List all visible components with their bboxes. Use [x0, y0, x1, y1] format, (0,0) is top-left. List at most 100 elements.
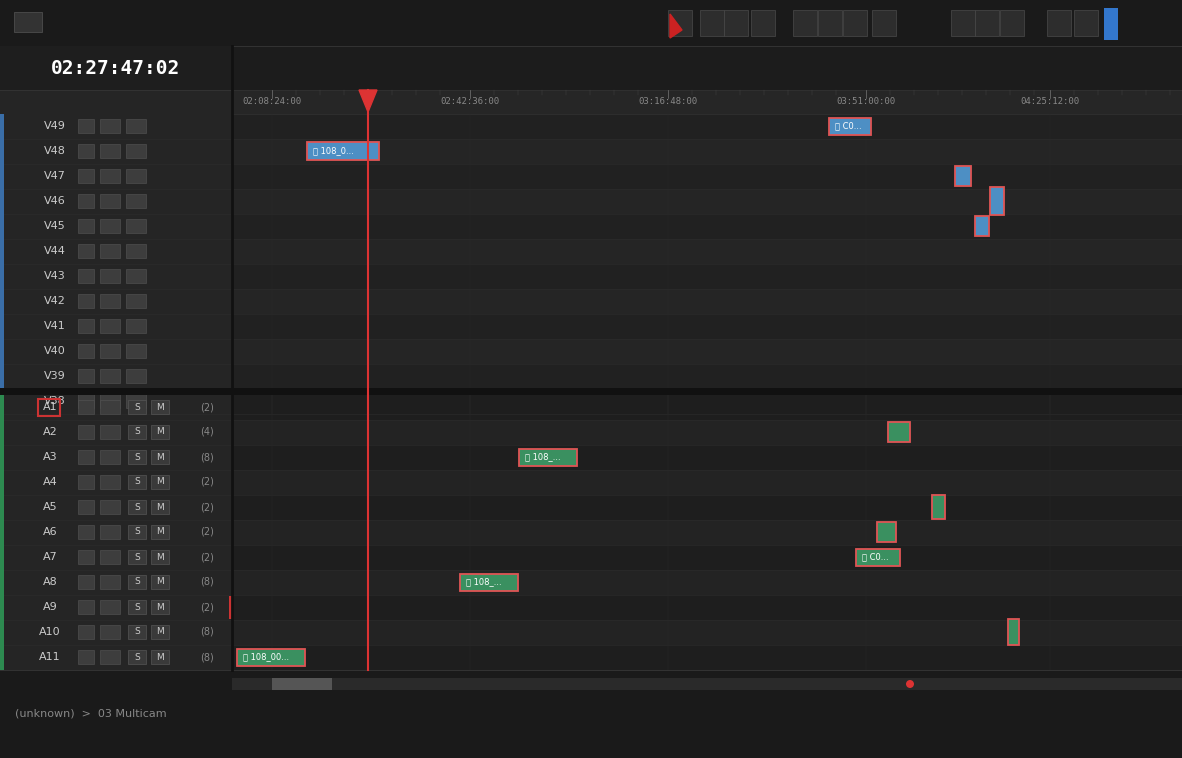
Bar — [0, 620, 232, 645]
Bar — [0, 420, 232, 445]
Bar — [100, 400, 121, 414]
Bar — [100, 144, 121, 158]
Bar — [126, 119, 147, 133]
Bar — [100, 650, 121, 664]
Text: 03:51:00:00: 03:51:00:00 — [837, 98, 896, 107]
Bar — [151, 650, 169, 664]
Bar — [232, 114, 1182, 139]
Bar — [78, 650, 95, 664]
Text: A5: A5 — [43, 502, 57, 512]
Bar — [0, 645, 232, 670]
Text: M: M — [156, 603, 164, 612]
Bar — [78, 219, 95, 233]
Bar — [128, 625, 147, 639]
Bar — [0, 520, 4, 545]
Bar — [0, 620, 4, 645]
Text: ⛓ 108_...: ⛓ 108_... — [525, 453, 560, 462]
Bar — [38, 399, 60, 416]
Bar — [0, 395, 232, 420]
Bar — [100, 294, 121, 308]
Text: M: M — [156, 503, 164, 512]
Text: (8): (8) — [200, 452, 214, 462]
Bar — [232, 214, 1182, 239]
Text: A4: A4 — [43, 477, 58, 487]
Bar — [151, 575, 169, 589]
Bar — [0, 470, 4, 495]
Bar — [0, 139, 4, 164]
Bar — [229, 596, 233, 619]
Bar — [100, 550, 121, 564]
Bar — [128, 400, 147, 414]
Bar — [0, 239, 232, 264]
Text: V43: V43 — [44, 271, 66, 281]
Text: M: M — [156, 402, 164, 412]
Bar — [0, 445, 4, 470]
Bar — [238, 649, 305, 666]
Bar — [232, 595, 1182, 620]
Bar — [126, 369, 147, 383]
Bar — [100, 319, 121, 333]
Bar — [78, 400, 95, 414]
Bar — [0, 239, 4, 264]
Text: M: M — [156, 428, 164, 437]
Bar — [100, 369, 121, 383]
Bar — [0, 289, 4, 314]
Bar — [0, 46, 232, 758]
Bar — [0, 339, 4, 364]
Bar — [0, 389, 4, 414]
Bar — [232, 620, 1182, 645]
Bar — [151, 450, 169, 464]
Text: ⛓ C0...: ⛓ C0... — [834, 121, 862, 130]
Bar — [0, 364, 4, 389]
Bar — [0, 264, 4, 289]
Bar — [975, 216, 989, 236]
Bar — [78, 425, 95, 439]
Bar — [100, 119, 121, 133]
Bar — [78, 394, 95, 408]
Text: A7: A7 — [43, 552, 58, 562]
Bar — [78, 575, 95, 589]
Bar — [128, 525, 147, 539]
Text: M: M — [156, 478, 164, 487]
Bar — [0, 189, 232, 214]
Bar — [0, 339, 232, 364]
Text: ⛓ C0...: ⛓ C0... — [862, 553, 889, 562]
Bar — [78, 244, 95, 258]
Bar — [1000, 10, 1024, 36]
Bar — [272, 678, 332, 690]
Text: A9: A9 — [43, 602, 58, 612]
Text: (2): (2) — [200, 402, 214, 412]
Bar — [78, 550, 95, 564]
Bar — [0, 389, 232, 414]
Bar — [856, 549, 900, 566]
Text: A6: A6 — [43, 527, 57, 537]
Text: V38: V38 — [44, 396, 66, 406]
Bar — [232, 264, 1182, 289]
Bar — [843, 10, 868, 36]
Text: V41: V41 — [44, 321, 66, 331]
Bar — [151, 525, 169, 539]
Bar — [126, 344, 147, 358]
Bar — [126, 319, 147, 333]
Bar — [0, 670, 1182, 758]
Bar — [232, 314, 1182, 339]
Text: A3: A3 — [43, 452, 57, 462]
Bar — [126, 219, 147, 233]
Circle shape — [905, 680, 914, 688]
Bar — [100, 394, 121, 408]
Bar — [668, 10, 691, 36]
Bar — [78, 525, 95, 539]
Bar — [128, 450, 147, 464]
Bar — [0, 46, 232, 90]
Text: V47: V47 — [44, 171, 66, 181]
Bar — [128, 550, 147, 564]
Bar — [1104, 8, 1118, 40]
Text: (8): (8) — [200, 577, 214, 587]
Bar — [78, 294, 95, 308]
Text: S: S — [134, 553, 139, 562]
Bar — [0, 420, 4, 445]
Text: (2): (2) — [200, 552, 214, 562]
Bar — [100, 475, 121, 489]
Bar — [307, 142, 379, 160]
Bar — [829, 118, 871, 135]
